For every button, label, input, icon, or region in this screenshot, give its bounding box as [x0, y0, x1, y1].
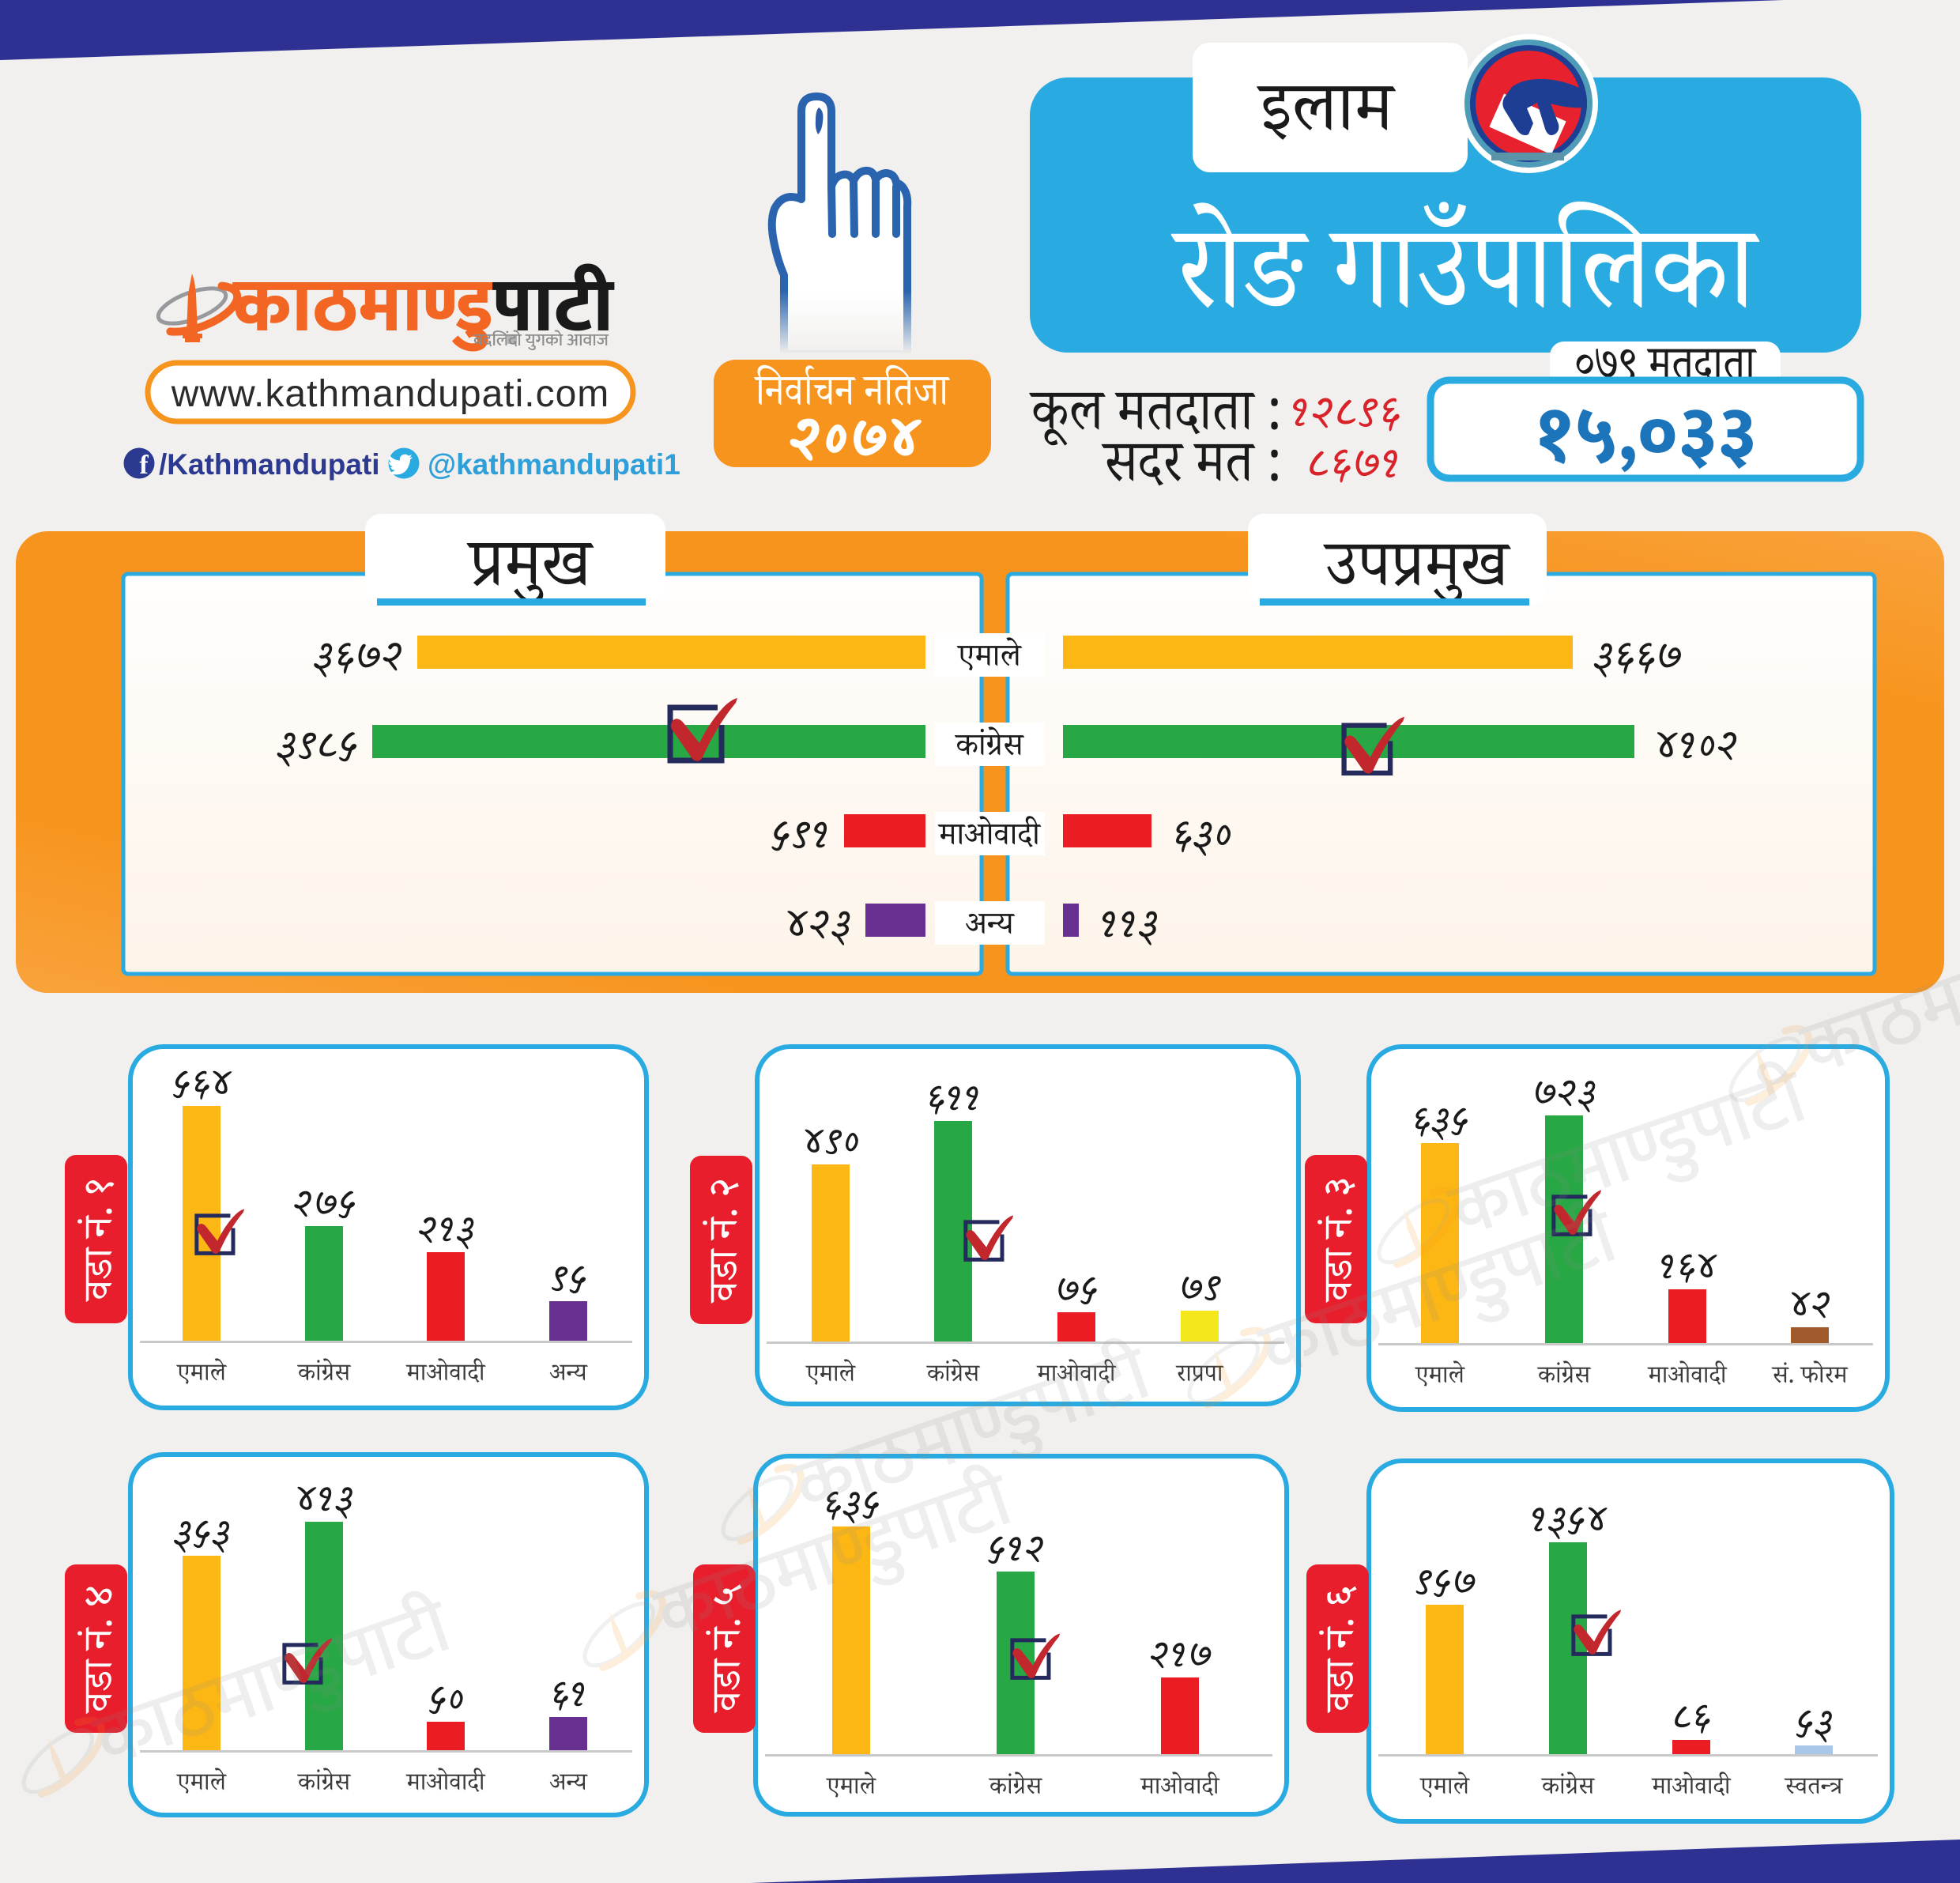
svg-text:@kathmandupati1: @kathmandupati1 — [428, 448, 680, 481]
svg-text:www.kathmandupati.com: www.kathmandupati.com — [171, 373, 610, 415]
svg-text:f: f — [139, 451, 149, 480]
svg-text:/Kathmandupati: /Kathmandupati — [159, 448, 380, 481]
